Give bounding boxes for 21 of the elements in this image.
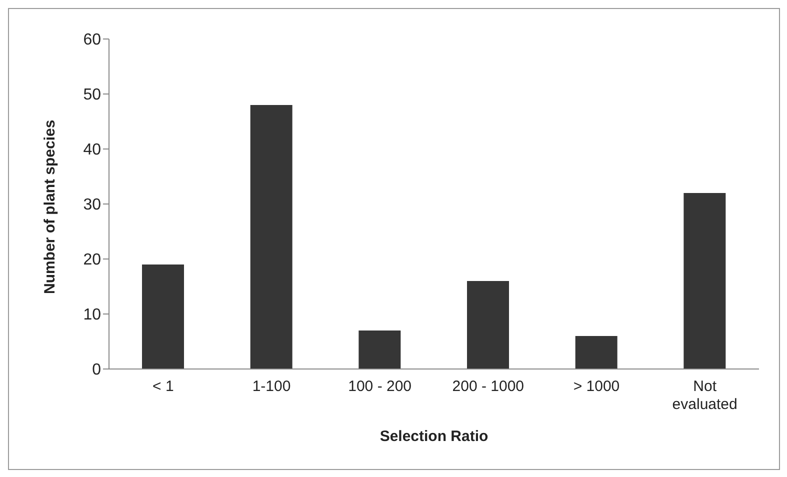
bar [358,330,401,369]
y-tick-label: 10 [83,306,102,324]
bar [467,281,509,369]
bar [684,193,726,369]
bar [250,105,292,369]
y-axis-title: Number of plant species [41,120,58,294]
bar [575,336,618,369]
x-tick-label: < 1 [152,378,174,395]
x-axis-title: Selection Ratio [380,428,488,445]
y-tick-label: 30 [83,196,102,214]
x-tick-label: 200 - 1000 [452,378,524,395]
y-tick-label: 60 [83,32,102,49]
y-tick-label: 40 [83,142,102,159]
y-tick-label: 50 [83,86,102,104]
x-tick-label: > 1000 [573,378,620,395]
y-tick-label: 20 [83,252,102,269]
y-tick-label: 0 [92,362,102,379]
x-tick-label: 1-100 [252,378,291,395]
x-tick-label: Not evaluated [672,378,738,413]
x-tick-label: 100 - 200 [348,378,412,395]
bar [142,264,184,369]
